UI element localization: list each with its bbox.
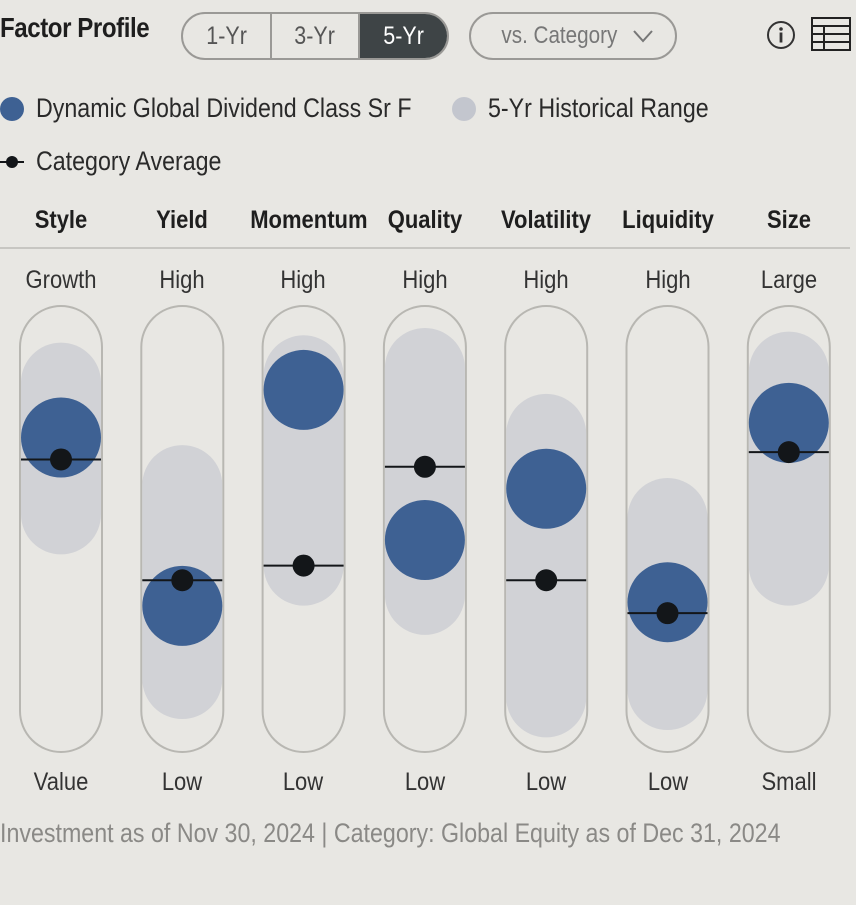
footnote: Investment as of Nov 30, 2024 | Category… — [0, 818, 781, 848]
legend-range: 5-Yr Historical Range — [452, 93, 745, 124]
volatility-low-label: Low — [525, 768, 567, 796]
legend-average: Category Average — [0, 146, 252, 177]
quality-low-label: Low — [404, 768, 446, 796]
quality-historical-range — [384, 327, 465, 635]
yield-low-label: Low — [161, 768, 203, 796]
momentum-fund-dot — [263, 349, 344, 430]
compare-dropdown-label: vs. Category — [501, 22, 617, 49]
range-swatch — [452, 96, 476, 121]
volatility-fund-dot — [506, 448, 587, 529]
legend-average-label: Category Average — [36, 146, 222, 176]
size-track — [746, 305, 831, 753]
quality-fund-dot — [384, 499, 465, 580]
size-fund-dot — [748, 382, 829, 463]
liquidity-track — [625, 305, 710, 753]
period-5yr-label: 5-Yr — [383, 21, 424, 50]
size-average-dot — [777, 441, 800, 464]
page-title: Factor Profile — [0, 12, 150, 43]
table-icon[interactable] — [811, 17, 851, 51]
momentum-high-label: High — [280, 266, 326, 294]
size-historical-range — [748, 331, 829, 606]
yield-track — [140, 305, 225, 753]
average-marker-icon — [0, 155, 24, 168]
liquidity-high-label: High — [645, 266, 691, 294]
factor-heading-style: Style — [34, 206, 88, 234]
style-fund-dot — [21, 397, 101, 478]
compare-dropdown[interactable]: vs. Category — [469, 12, 677, 60]
quality-high-label: High — [402, 266, 448, 294]
factor-heading-yield: Yield — [156, 206, 208, 234]
chevron-down-icon — [633, 30, 654, 43]
liquidity-average-dot — [656, 602, 679, 625]
factor-heading-volatility: Volatility — [500, 206, 592, 234]
size-high-label: Large — [760, 266, 818, 294]
header-divider — [0, 247, 850, 249]
factor-heading-size: Size — [766, 206, 812, 234]
period-1yr-label: 1-Yr — [206, 21, 247, 50]
volatility-historical-range — [506, 393, 587, 738]
factor-heading-quality: Quality — [387, 206, 463, 234]
style-track — [19, 305, 103, 753]
volatility-track — [504, 305, 589, 753]
period-3yr-label: 3-Yr — [294, 21, 336, 50]
volatility-high-label: High — [523, 266, 569, 294]
period-1yr-button[interactable]: 1-Yr — [183, 14, 270, 58]
quality-track — [382, 305, 467, 753]
period-3yr-button[interactable]: 3-Yr — [269, 14, 359, 58]
style-high-label: Growth — [25, 266, 97, 294]
legend-range-label: 5-Yr Historical Range — [488, 93, 709, 123]
yield-high-label: High — [159, 266, 205, 294]
yield-average-dot — [171, 569, 194, 592]
period-5yr-button[interactable]: 5-Yr — [358, 14, 447, 58]
legend-fund-label: Dynamic Global Dividend Class Sr F — [36, 93, 412, 123]
yield-fund-dot — [142, 565, 223, 646]
liquidity-low-label: Low — [647, 768, 689, 796]
momentum-low-label: Low — [282, 768, 324, 796]
style-low-label: Value — [33, 768, 89, 796]
quality-average-dot — [413, 455, 436, 478]
momentum-track — [261, 305, 346, 753]
momentum-average-dot — [292, 554, 315, 577]
info-icon[interactable] — [766, 20, 796, 50]
volatility-average-dot — [535, 569, 558, 592]
style-average-dot — [50, 448, 72, 471]
factor-profile-chart — [19, 305, 831, 753]
factor-heading-momentum: Momentum — [250, 206, 368, 234]
legend-fund: Dynamic Global Dividend Class Sr F — [0, 93, 473, 124]
size-low-label: Small — [761, 768, 817, 796]
period-selector: 1-Yr 3-Yr 5-Yr — [181, 12, 449, 60]
fund-swatch — [0, 96, 24, 121]
factor-heading-liquidity: Liquidity — [622, 206, 714, 234]
